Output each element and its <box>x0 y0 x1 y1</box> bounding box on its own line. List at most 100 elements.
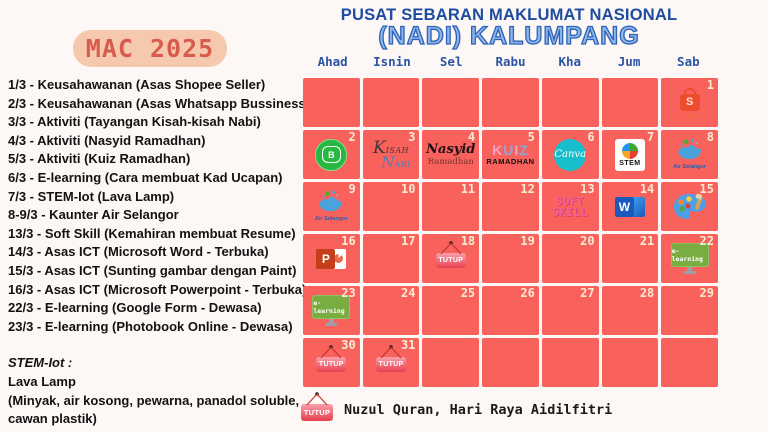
calendar-cell-day-23: 23 e-learning <box>303 286 360 335</box>
e-learning-icon: e-learning <box>670 243 709 274</box>
day-number: 12 <box>520 182 535 196</box>
calendar-cell-empty <box>422 338 480 387</box>
event-item: 5/3 - Aktiviti (Kuiz Ramadhan) <box>8 151 191 167</box>
stem-pie <box>621 142 638 159</box>
weekday-ahad: Ahad <box>317 54 348 69</box>
event-item: 23/3 - E-learning (Photobook Online - De… <box>8 318 293 334</box>
canva-icon: Canva <box>554 138 587 171</box>
day-number: 26 <box>520 286 535 300</box>
day-number: 5 <box>527 130 535 144</box>
day-number: 10 <box>400 182 416 196</box>
calendar-cell-day-13: 13 SOFT SKILL <box>541 182 599 231</box>
tutup-label: TUTUP <box>301 404 333 421</box>
calendar-cell-day-29: 29 <box>661 286 718 335</box>
calendar-cell-day-24: 24 <box>362 286 420 335</box>
stem-logo: STEM <box>614 138 645 171</box>
event-list: 1/3 - Keusahawanan (Asas Shopee Seller) 2… <box>8 76 310 429</box>
calendar-cell-day-27: 27 <box>541 286 599 335</box>
day-number: 18 <box>460 234 476 248</box>
calendar-cell-day-9: 9 Air Selangor <box>303 182 360 231</box>
day-number: 19 <box>520 234 535 248</box>
tutup-sign-icon: TUTUP <box>314 344 348 381</box>
calendar-panel: PUSAT SEBARAN MAKLUMAT NASIONAL (NADI) K… <box>300 0 768 432</box>
day-number: 4 <box>467 130 476 144</box>
calendar-cell-day-17: 17 <box>362 234 420 283</box>
tutup-sign-icon: TUTUP <box>300 392 334 428</box>
shopee-label: Shopee <box>678 112 701 119</box>
calendar-cell-day-31: 31 TUTUP <box>362 338 420 387</box>
weekday-sab: Sab <box>677 54 700 69</box>
day-number: 20 <box>580 234 595 248</box>
calendar-cell-empty <box>601 78 659 127</box>
calendar-cell-day-15: 15 <box>661 182 718 231</box>
water-drop-icon <box>315 190 347 216</box>
day-number: 6 <box>587 130 595 144</box>
water-drop-icon <box>674 138 706 164</box>
note-line: (Minyak, air kosong, pewarna, panadol so… <box>8 392 300 408</box>
whatsapp-business-icon: B <box>315 138 348 171</box>
day-number: 13 <box>580 182 595 196</box>
air-selangor-logo: Air Selangor <box>315 190 348 223</box>
stem-label: STEM <box>619 159 641 167</box>
calendar-cell-empty <box>541 338 599 387</box>
day-number: 23 <box>341 286 356 300</box>
day-number: 30 <box>341 338 356 352</box>
calendar-cell-day-4: 4 Nasyid Ramadhan <box>422 130 480 179</box>
calendar-cell-day-11: 11 <box>422 182 480 231</box>
tutup-sign-icon: TUTUP <box>374 344 408 381</box>
e-learning-icon: e-learning <box>312 295 351 326</box>
day-number: 14 <box>639 182 655 196</box>
calendar-cell-day-3: 3 KISAH NABI <box>362 130 420 179</box>
calendar-cell-day-30: 30 TUTUP <box>303 338 360 387</box>
microsoft-word-icon: W <box>614 195 646 219</box>
whatsapp-business-letter: B <box>321 146 341 163</box>
tutup-label: TUTUP <box>316 356 347 372</box>
e-learning-label: e-learning <box>312 295 351 319</box>
day-number: 31 <box>400 338 416 352</box>
calendar-cell-day-18: 18 TUTUP <box>422 234 480 283</box>
kisah-nabi-logo: KISAH NABI <box>373 137 411 171</box>
calendar-grid: 1 S Shopee 2 B 3 KISAH NABI 4 Nasyid Ramadhan 5 KUIZ… <box>303 78 718 387</box>
event-item: 22/3 - E-learning (Google Form - Dewasa) <box>8 300 262 316</box>
event-item: 8-9/3 - Kaunter Air Selangor <box>8 207 179 223</box>
legend-text: Nuzul Quran, Hari Raya Aidilfitri <box>344 402 613 418</box>
calendar-cell-day-5: 5 KUIZ RAMADHAN <box>482 130 539 179</box>
calendar-cell-empty <box>541 78 599 127</box>
day-number: 22 <box>699 234 714 248</box>
calendar-cell-day-19: 19 <box>482 234 539 283</box>
calendar-cell-day-26: 26 <box>482 286 539 335</box>
calendar-cell-empty <box>482 338 539 387</box>
note-title: STEM-Iot : <box>8 355 73 371</box>
day-number: 27 <box>580 286 595 300</box>
calendar-cell-day-16: 16 P <box>303 234 360 283</box>
nasyid-ramadhan-logo: Nasyid Ramadhan <box>426 141 476 167</box>
event-item: 4/3 - Aktiviti (Nasyid Ramadhan) <box>8 132 206 148</box>
canva-label: Canva <box>554 149 587 160</box>
event-item: 14/3 - Asas ICT (Microsoft Word - Terbuk… <box>8 244 269 260</box>
day-number: 1 <box>706 78 714 92</box>
soft-skill-text: SOFT SKILL <box>552 194 589 219</box>
calendar-cell-day-6: 6 Canva <box>541 130 599 179</box>
air-selangor-logo: Air Selangor <box>673 138 706 171</box>
calendar-cell-day-25: 25 <box>422 286 480 335</box>
kuiz-ramadhan-logo: KUIZ RAMADHAN <box>486 142 535 167</box>
calendar-cell-day-1: 1 S Shopee <box>661 78 718 127</box>
note-line: Lava Lamp <box>8 373 76 389</box>
air-selangor-label: Air Selangor <box>673 164 706 171</box>
calendar-cell-empty <box>422 78 480 127</box>
calendar-cell-empty <box>661 338 718 387</box>
day-number: 9 <box>348 182 356 196</box>
calendar-cell-day-22: 22 e-learning <box>661 234 718 283</box>
calendar-cell-day-12: 12 <box>482 182 539 231</box>
tutup-label: TUTUP <box>435 252 466 268</box>
day-number: 11 <box>460 182 476 196</box>
day-number: 21 <box>639 234 655 248</box>
weekday-jum: Jum <box>617 54 641 69</box>
day-number: 3 <box>408 130 416 144</box>
note-line: cawan plastik) <box>8 411 97 427</box>
paint-palette-icon <box>673 193 707 221</box>
event-item: 15/3 - Asas ICT (Sunting gambar dengan P… <box>8 262 297 278</box>
weekday-sel: Sel <box>439 54 463 69</box>
